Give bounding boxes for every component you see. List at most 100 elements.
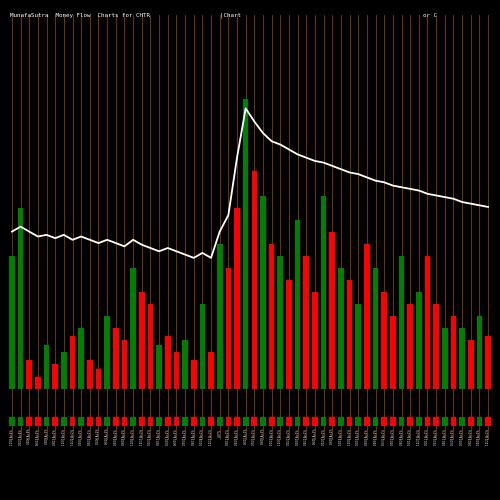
Bar [96,416,102,426]
Text: 06/24 A=2%: 06/24 A=2% [36,429,40,444]
Bar [424,256,430,388]
Text: 05/01 A=2%: 05/01 A=2% [166,429,170,444]
Text: 09/13 A=2%: 09/13 A=2% [192,429,196,444]
Text: 02/05 A=2%: 02/05 A=2% [79,429,83,444]
Bar [459,416,465,426]
Bar [450,416,456,426]
Bar [96,370,102,388]
Bar [217,244,222,388]
Bar [460,328,465,388]
Bar [485,416,491,426]
Bar [208,352,214,388]
Bar [35,376,40,388]
Bar [442,328,448,388]
Text: 03/12 A=2%: 03/12 A=2% [226,429,230,444]
Text: 03/17 A=2%: 03/17 A=2% [157,429,161,444]
Bar [304,416,309,426]
Text: 4.27%: 4.27% [218,429,222,437]
Text: 12/06 A=4%: 12/06 A=4% [10,429,14,444]
Bar [148,416,154,426]
Text: 04/11 A=2%: 04/11 A=2% [443,429,447,444]
Text: 01/31 A=2%: 01/31 A=2% [148,429,152,444]
Bar [338,268,344,388]
Bar [286,416,292,426]
Bar [434,416,439,426]
Bar [321,196,326,388]
Text: 12/07 A=2%: 12/07 A=2% [278,429,282,444]
Bar [217,416,222,426]
Bar [208,416,214,426]
Bar [442,416,448,426]
Bar [104,416,110,426]
Bar [18,416,24,426]
Text: 11/27 A=2%: 11/27 A=2% [417,429,421,445]
Text: 12/22 A=2%: 12/22 A=2% [70,429,74,445]
Bar [44,416,50,426]
Bar [156,416,162,426]
Bar [70,336,75,388]
Bar [243,99,248,388]
Bar [330,416,335,426]
Bar [312,416,318,426]
Bar [9,256,15,388]
Bar [148,304,154,388]
Bar [26,416,32,426]
Text: 05/06 A=2%: 05/06 A=2% [96,429,100,444]
Bar [372,268,378,388]
Text: 08/04 A=2%: 08/04 A=2% [114,429,118,444]
Bar [243,416,248,426]
Bar [122,340,128,388]
Bar [312,292,318,388]
Bar [390,316,396,388]
Bar [372,416,378,426]
Text: 10/13 A=2%: 10/13 A=2% [408,429,412,444]
Text: 04/16 A=2%: 04/16 A=2% [374,429,378,444]
Text: 05/31 A=2%: 05/31 A=2% [382,429,386,444]
Bar [130,268,136,388]
Text: 03/02 A=2%: 03/02 A=2% [365,429,369,444]
Bar [320,416,326,426]
Bar [408,304,413,388]
Text: 04/06 A=4%: 04/06 A=4% [27,429,31,444]
Text: 07/10 A=2%: 07/10 A=2% [460,429,464,444]
Bar [346,416,352,426]
Bar [200,304,205,388]
Text: 03/22 A=2%: 03/22 A=2% [88,429,92,444]
Text: 08/24 A=2%: 08/24 A=2% [469,429,473,444]
Bar [104,316,110,388]
Bar [416,416,422,426]
Bar [364,416,370,426]
Bar [226,416,231,426]
Bar [78,416,84,426]
Bar [44,345,50,389]
Text: 01/11 A=2%: 01/11 A=2% [426,429,430,444]
Bar [226,268,231,388]
Text: 12/12 A=2%: 12/12 A=2% [209,429,213,445]
Bar [398,416,404,426]
Bar [234,416,240,426]
Bar [330,232,335,388]
Bar [52,416,58,426]
Bar [434,304,439,388]
Text: 03/07 A=2%: 03/07 A=2% [296,429,300,444]
Text: 01/16 A=2%: 01/16 A=2% [356,429,360,444]
Bar [113,328,118,388]
Bar [165,416,170,426]
Text: 10/08 A=2%: 10/08 A=2% [478,429,482,444]
Bar [424,416,430,426]
Text: MunafaSutra  Money Flow  Charts for CHTR                    |Chart              : MunafaSutra Money Flow Charts for CHTR |… [10,12,437,18]
Bar [356,416,361,426]
Bar [174,416,180,426]
Text: 12/17 A=2%: 12/17 A=2% [140,429,144,445]
Text: 07/30 A=2%: 07/30 A=2% [183,429,187,444]
Bar [450,316,456,388]
Bar [200,416,205,426]
Bar [468,416,473,426]
Bar [346,280,352,388]
Bar [260,416,266,426]
Bar [486,336,491,388]
Text: 07/15 A=2%: 07/15 A=2% [391,429,395,444]
Bar [278,416,283,426]
Bar [252,172,257,388]
Bar [174,352,179,388]
